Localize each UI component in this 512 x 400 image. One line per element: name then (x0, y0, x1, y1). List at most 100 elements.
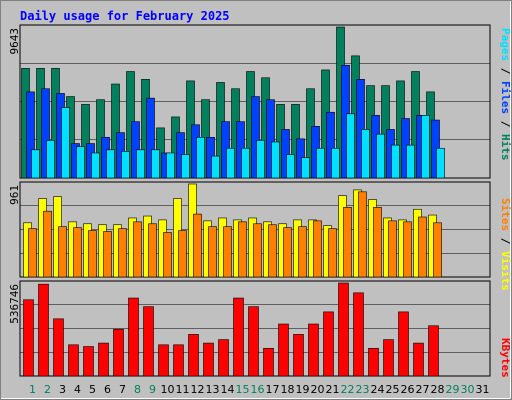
bar-files-day-9 (146, 97, 155, 179)
bar-pages-day-2 (46, 140, 55, 179)
bar-pages-day-10 (166, 152, 175, 179)
bar-sites-day-27 (418, 216, 427, 278)
bar-files-day-21 (326, 111, 335, 179)
bar-kbytes-day-12 (188, 334, 199, 377)
bar-sites-day-23 (358, 191, 367, 278)
legend-item-pages: Pages (499, 28, 512, 61)
bar-sites-day-24 (373, 207, 382, 278)
legend-item-sites: Sites (499, 198, 512, 231)
bar-files-day-2 (41, 88, 50, 179)
x-axis-labels: 1 2 3 4 5 6 7 8 9 10 11 12 13 14 15 16 17 18 19 20 21 22 23 24 2… (29, 383, 490, 396)
bar-sites-day-21 (328, 228, 337, 278)
bar-hits-day-5 (81, 104, 90, 179)
bar-kbytes-day-11 (173, 344, 184, 377)
bar-pages-day-5 (91, 152, 100, 179)
bar-pages-day-9 (151, 149, 160, 179)
legend-item-hits: Hits (499, 134, 512, 161)
bar-sites-day-19 (298, 226, 307, 278)
bar-files-day-18 (281, 129, 290, 179)
x-tick-label-day-5: 5 (89, 383, 96, 396)
bar-sites-day-18 (283, 227, 292, 278)
bar-kbytes-day-8 (128, 297, 139, 377)
bar-pages-day-22 (346, 113, 355, 179)
x-tick-label-day-15: 15 (236, 383, 250, 396)
x-tick-label-day-29: 29 (446, 383, 460, 396)
bar-kbytes-day-6 (98, 342, 109, 377)
bar-kbytes-day-2 (38, 283, 49, 377)
bar-pages-day-19 (301, 157, 310, 179)
bar-files-day-23 (356, 79, 365, 179)
x-tick-label-day-13: 13 (206, 383, 220, 396)
bar-kbytes-day-20 (308, 323, 319, 377)
bar-pages-day-17 (271, 141, 280, 179)
bar-pages-day-7 (121, 151, 130, 179)
bar-sites-day-4 (73, 227, 82, 278)
bar-sites-day-9 (148, 223, 157, 278)
panel-3: 536746 KBytes (8, 280, 512, 378)
bar-pages-day-3 (61, 107, 70, 179)
x-tick-label-day-21: 21 (326, 383, 340, 396)
x-tick-label-day-7: 7 (119, 383, 126, 396)
x-tick-label-day-4: 4 (74, 383, 81, 396)
x-tick-label-day-19: 19 (296, 383, 310, 396)
series-pages (31, 107, 445, 179)
bar-kbytes-day-25 (383, 339, 394, 377)
bar-pages-day-21 (331, 147, 340, 179)
bar-kbytes-day-27 (413, 342, 424, 377)
x-tick-label-day-20: 20 (311, 383, 325, 396)
bar-files-day-1 (26, 91, 35, 179)
x-tick-label-day-22: 22 (341, 383, 355, 396)
bar-pages-day-16 (256, 140, 265, 179)
bar-sites-day-13 (208, 226, 217, 278)
bar-kbytes-day-13 (203, 342, 214, 377)
x-tick-label-day-12: 12 (191, 383, 205, 396)
bar-sites-day-17 (268, 224, 277, 278)
series-sites (28, 191, 442, 278)
series-files (26, 64, 440, 179)
bar-sites-day-25 (388, 220, 397, 278)
bar-pages-day-27 (421, 115, 430, 179)
chart-title: Daily usage for February 2025 (20, 9, 230, 23)
bar-kbytes-day-5 (83, 346, 94, 377)
bar-kbytes-day-15 (233, 297, 244, 377)
bar-pages-day-8 (136, 149, 145, 179)
y-axis-max-label: 536746 (8, 284, 21, 324)
x-tick-label-day-8: 8 (134, 383, 141, 396)
x-tick-label-day-11: 11 (176, 383, 190, 396)
bar-kbytes-day-9 (143, 306, 154, 377)
bar-pages-day-26 (406, 144, 415, 179)
panels-layer: 9643 Pages / Files / Hits 961 Sites / Visit… (8, 24, 512, 378)
bar-kbytes-day-26 (398, 311, 409, 377)
bar-pages-day-1 (31, 149, 40, 179)
bar-sites-day-26 (403, 221, 412, 278)
legend-item-kbytes: KBytes (499, 338, 512, 378)
bar-kbytes-day-4 (68, 344, 79, 377)
bar-kbytes-day-3 (53, 318, 64, 377)
panel-1: 9643 Pages / Files / Hits (8, 24, 512, 179)
bar-sites-day-10 (163, 232, 172, 278)
bar-hits-day-7 (111, 83, 120, 179)
bar-kbytes-day-16 (248, 306, 259, 377)
bar-pages-day-6 (106, 149, 115, 179)
bar-sites-day-20 (313, 220, 322, 278)
bar-kbytes-day-23 (353, 292, 364, 377)
bar-kbytes-day-14 (218, 339, 229, 377)
x-tick-label-day-24: 24 (371, 383, 385, 396)
bar-sites-day-28 (433, 222, 442, 278)
bar-pages-day-15 (241, 147, 250, 179)
x-tick-label-day-30: 30 (461, 383, 475, 396)
bar-sites-day-15 (238, 221, 247, 278)
y-axis-max-label: 9643 (8, 28, 21, 55)
bar-pages-day-13 (211, 155, 220, 179)
bar-kbytes-day-10 (158, 344, 169, 377)
bar-pages-day-12 (196, 136, 205, 179)
x-tick-label-day-2: 2 (44, 383, 51, 396)
legend: Pages / Files / Hits (499, 28, 512, 161)
bar-pages-day-23 (361, 129, 370, 179)
x-tick-label-day-14: 14 (221, 383, 235, 396)
bar-pages-day-14 (226, 147, 235, 179)
legend-separator: / (499, 61, 512, 81)
bar-kbytes-day-22 (338, 282, 349, 377)
bar-sites-day-12 (193, 213, 202, 278)
x-tick-label-day-16: 16 (251, 383, 265, 396)
